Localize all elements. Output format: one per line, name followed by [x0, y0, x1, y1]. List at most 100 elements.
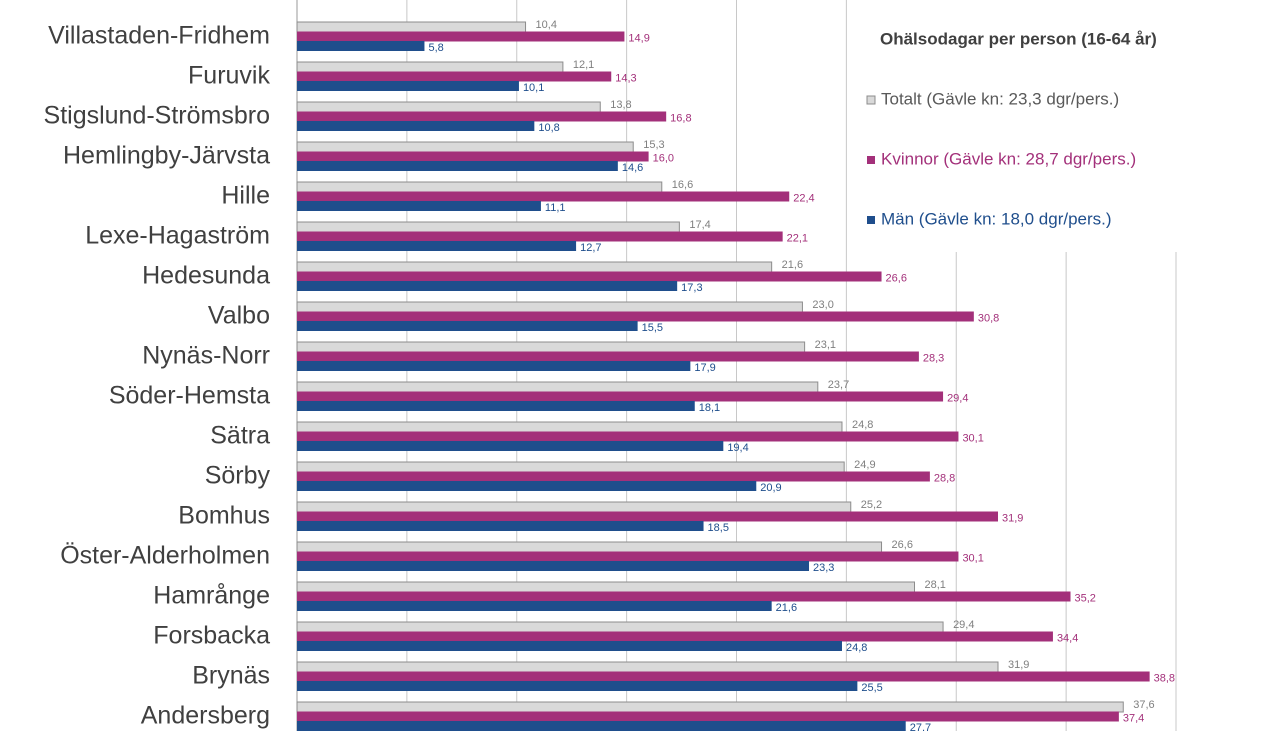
bar [296, 381, 819, 393]
bar [296, 701, 1124, 713]
value-label: 30,1 [962, 432, 983, 444]
bar [296, 501, 852, 513]
value-label: 26,6 [886, 272, 907, 284]
legend-marker [867, 156, 875, 164]
bar [296, 181, 663, 193]
value-label: 17,3 [681, 282, 702, 294]
value-label: 22,1 [787, 232, 808, 244]
legend-marker [867, 216, 875, 224]
bar [296, 61, 564, 73]
bar [297, 81, 519, 91]
category-label: Bomhus [178, 502, 270, 530]
value-label: 28,8 [934, 472, 955, 484]
category-label: Furuvik [188, 62, 270, 90]
category-label: Hedesunda [142, 262, 270, 290]
value-label: 10,4 [536, 19, 557, 31]
bars: Villastaden-Fridhem 10,4 14,9 5,8 Furuvik 12,… [44, 19, 1176, 734]
category-label: Sätra [210, 422, 270, 450]
legend: Totalt (Gävle kn: 23,3 dgr/pers.) Kvinnor… [866, 89, 1136, 228]
bar [296, 101, 601, 113]
value-label: 12,7 [580, 242, 601, 254]
legend-label: Män (Gävle kn: 18,0 dgr/pers.) [881, 209, 1112, 228]
value-label: 14,6 [622, 162, 643, 174]
value-label: 18,5 [708, 522, 729, 534]
bar [297, 391, 944, 402]
bar [296, 541, 883, 553]
value-label: 24,8 [852, 419, 873, 431]
bar [297, 281, 678, 291]
value-label: 5,8 [428, 42, 443, 54]
bar [297, 241, 577, 251]
value-label: 35,2 [1075, 592, 1096, 604]
bar [297, 191, 790, 202]
bar [296, 661, 999, 673]
category-label: Öster-Alderholmen [60, 542, 270, 570]
bar [297, 31, 625, 42]
bar [297, 351, 919, 362]
value-label: 37,6 [1133, 699, 1154, 711]
category-label: Brynäs [192, 662, 270, 690]
value-label: 30,8 [978, 312, 999, 324]
bar [297, 551, 959, 562]
value-label: 28,3 [923, 352, 944, 364]
legend-label: Kvinnor (Gävle kn: 28,7 dgr/pers.) [881, 149, 1136, 168]
bar [297, 151, 649, 162]
bar [297, 121, 535, 131]
category-label: Lexe-Hagaström [85, 222, 270, 250]
bar [296, 621, 944, 633]
bar [297, 471, 930, 482]
value-label: 25,2 [861, 499, 882, 511]
category-label: Stigslund-Strömsbro [44, 102, 270, 130]
value-label: 16,6 [672, 179, 693, 191]
value-label: 23,0 [812, 299, 833, 311]
legend-box [852, 0, 1286, 252]
value-label: 17,4 [689, 219, 710, 231]
bar [297, 111, 667, 122]
bar [297, 161, 618, 171]
value-label: 18,1 [699, 402, 720, 414]
value-label: 34,4 [1057, 632, 1078, 644]
category-label: Andersberg [141, 702, 270, 730]
value-label: 37,4 [1123, 712, 1144, 724]
bar [297, 591, 1071, 602]
bar [297, 641, 842, 651]
value-label: 27,7 [910, 722, 931, 731]
bar [297, 601, 772, 611]
value-label: 14,3 [615, 72, 636, 84]
bar [297, 431, 959, 442]
bar [297, 511, 999, 522]
value-label: 16,8 [670, 112, 691, 124]
value-label: 21,6 [776, 602, 797, 614]
value-label: 20,9 [760, 482, 781, 494]
bar [297, 681, 858, 691]
bar [297, 201, 541, 211]
value-label: 22,4 [793, 192, 814, 204]
bar [296, 581, 915, 593]
bar [297, 561, 810, 571]
value-label: 19,4 [727, 442, 748, 454]
bar [296, 421, 843, 433]
category-label: Nynäs-Norr [142, 342, 270, 370]
bar [297, 671, 1150, 682]
bar [297, 721, 906, 731]
value-label: 38,8 [1154, 672, 1175, 684]
value-label: 31,9 [1002, 512, 1023, 524]
bar [297, 271, 882, 282]
category-label: Hamrånge [153, 582, 270, 610]
value-label: 15,5 [642, 322, 663, 334]
bar [297, 441, 724, 451]
category-label: Villastaden-Fridhem [48, 22, 270, 50]
value-label: 11,1 [545, 202, 566, 214]
value-label: 28,1 [924, 579, 945, 591]
bar [296, 21, 527, 33]
value-label: 23,1 [815, 339, 836, 351]
bar [297, 711, 1119, 722]
value-label: 21,6 [782, 259, 803, 271]
bar [296, 221, 680, 233]
bar [296, 261, 773, 273]
bar [297, 361, 691, 371]
value-label: 25,5 [861, 682, 882, 694]
category-label: Valbo [208, 302, 270, 330]
